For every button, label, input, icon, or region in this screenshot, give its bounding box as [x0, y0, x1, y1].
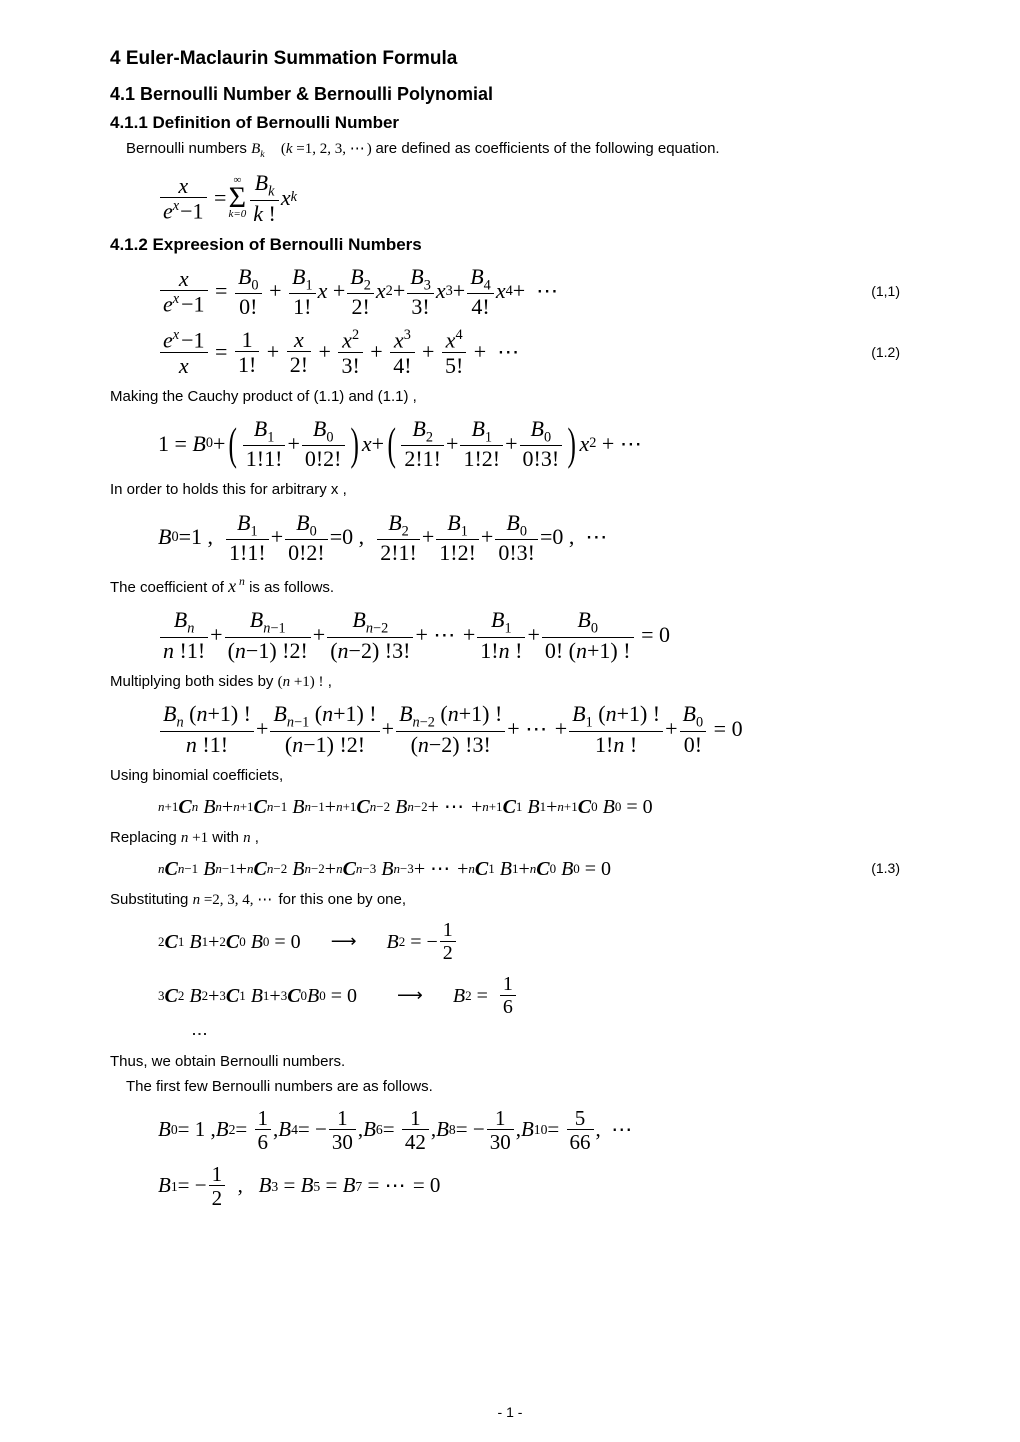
para-cauchy: Making the Cauchy product of (1.1) and (… [110, 387, 910, 407]
para-first: The first few Bernoulli numbers are as f… [126, 1077, 910, 1097]
eq-1-1: x ex−1 = B00! + B11!x + B22!x2 + B33!x3 … [158, 265, 910, 318]
section-4-1-1: 4.1.1 Definition of Bernoulli Number [110, 113, 910, 133]
para-replace: Replacing n +1 with n , [110, 828, 910, 848]
section-4-1-2: 4.1.2 Expreesion of Bernoulli Numbers [110, 235, 910, 255]
para-def: Bernoulli numbers Bk (k =1, 2, 3, ⋯) are… [126, 139, 910, 161]
para-thus: Thus, we obtain Bernoulli numbers. [110, 1052, 910, 1072]
eq-bernoulli-odd: B1= − 12 , B3 = B5 = B7 = ⋯ = 0 [158, 1163, 910, 1209]
eqnum-1-1: (1,1) [871, 284, 910, 299]
text: Bernoulli numbers [126, 140, 251, 157]
eqnum-1-2: (1.2) [871, 345, 910, 360]
para-coeff: The coefficient of x n is as follows. [110, 574, 910, 598]
para-binom: Using binomial coefficiets, [110, 766, 910, 786]
para-subst: Substituting n =2, 3, 4, ⋯ for this one … [110, 890, 910, 910]
para-inorder: In order to holds this for arbitrary x , [110, 480, 910, 500]
eq-subst-1: 2C1 B1 + 2C0 B0 = 0 ⟶ B2 = − 12 [158, 920, 910, 964]
page-footer: - 1 - [0, 1404, 1020, 1420]
title: 4 Euler-Maclaurin Summation Formula [110, 48, 910, 70]
page: 4 Euler-Maclaurin Summation Formula 4.1 … [0, 0, 1020, 1442]
eq-1-3: nCn−1 Bn−1 + nCn−2 Bn−2 + nCn−3 Bn−3 + ⋯… [158, 858, 910, 880]
eq-coeff-xn: Bnn !1! + Bn−1(n−1) !2! + Bn−2(n−2) !3! … [158, 608, 910, 661]
eq-conditions: B0 =1 , B11!1! + B00!2! =0 , B22!1! + B1… [158, 511, 910, 564]
eq-definition: x ex−1 = ∞ Σ k=0 Bk k ! xk [158, 171, 910, 224]
eq-cauchy: 1 = B0 + ( B11!1! + B00!2! )x + ( B22!1!… [158, 417, 910, 470]
vdots: ⋮ [190, 1026, 910, 1042]
eq-bernoulli-values: B0= 1 , B2= 16 , B4= − 130 , B6= 142 , B… [158, 1107, 910, 1153]
eq-subst-2: 3C2 B2 + 3C1 B1 + 3C0B0 = 0 ⟶ B2 = 16 [158, 974, 910, 1018]
eq-multiplied: Bn (n+1) !n !1! + Bn−1 (n+1) !(n−1) !2! … [158, 702, 910, 755]
section-4-1: 4.1 Bernoulli Number & Bernoulli Polynom… [110, 84, 910, 105]
eqnum-1-3: (1.3) [871, 861, 910, 876]
text: are defined as coefficients of the follo… [375, 140, 719, 157]
eq-1-2: ex−1 x = 11! + x2! + x23! + x34! + x45! … [158, 328, 910, 377]
eq-binom: n+1Cn Bn + n+1Cn−1 Bn−1 + n+1Cn−2 Bn−2 +… [158, 796, 910, 818]
para-mult: Multiplying both sides by (n +1) ! , [110, 672, 910, 692]
